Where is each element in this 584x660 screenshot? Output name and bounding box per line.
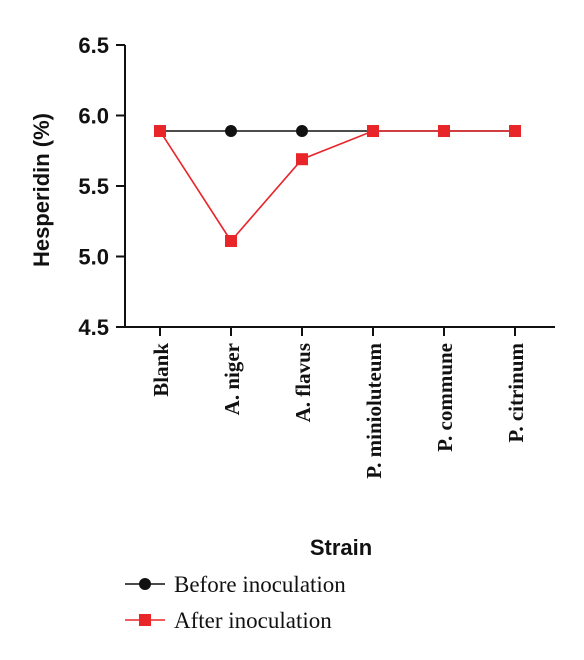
data-point: [296, 153, 308, 166]
x-tick-label: Blank: [149, 343, 173, 397]
y-tick-label: 5.5: [78, 174, 109, 199]
data-point: [296, 125, 308, 138]
x-axis-title: Strain: [310, 535, 372, 560]
data-point: [367, 125, 379, 138]
legend-item: Before inoculation: [125, 572, 346, 597]
data-point: [154, 125, 166, 138]
x-tick-label: A. flavus: [291, 343, 315, 422]
x-tick-label: P. commune: [433, 343, 457, 452]
data-point: [225, 234, 237, 247]
axes: [124, 45, 555, 328]
legend-label: After inoculation: [174, 608, 332, 633]
y-tick-label: 6.5: [78, 33, 109, 58]
y-axis-ticks: 4.5 5.0 5.5 6.0 6.5: [78, 33, 125, 340]
data-point: [438, 125, 450, 138]
legend-marker: [139, 614, 151, 626]
x-tick-label: A. niger: [220, 343, 244, 415]
legend-marker: [139, 578, 151, 590]
x-axis-ticks: Blank A. niger A. flavus P. minioluteum P. c…: [149, 327, 528, 479]
legend-label: Before inoculation: [174, 572, 346, 597]
series-after-inoculation: [154, 125, 521, 247]
data-point: [225, 125, 237, 138]
series-layer: [154, 125, 521, 247]
y-tick-label: 5.0: [78, 245, 109, 270]
legend: Before inoculation After inoculation: [125, 572, 346, 633]
y-tick-label: 6.0: [78, 104, 109, 129]
y-tick-label: 4.5: [78, 315, 109, 340]
y-axis-title: Hesperidin (%): [29, 113, 54, 267]
series-line: [159, 130, 515, 243]
data-point: [509, 125, 521, 138]
legend-item: After inoculation: [125, 608, 332, 633]
x-tick-label: P. citrinum: [504, 343, 528, 443]
x-tick-label: P. minioluteum: [362, 343, 386, 479]
